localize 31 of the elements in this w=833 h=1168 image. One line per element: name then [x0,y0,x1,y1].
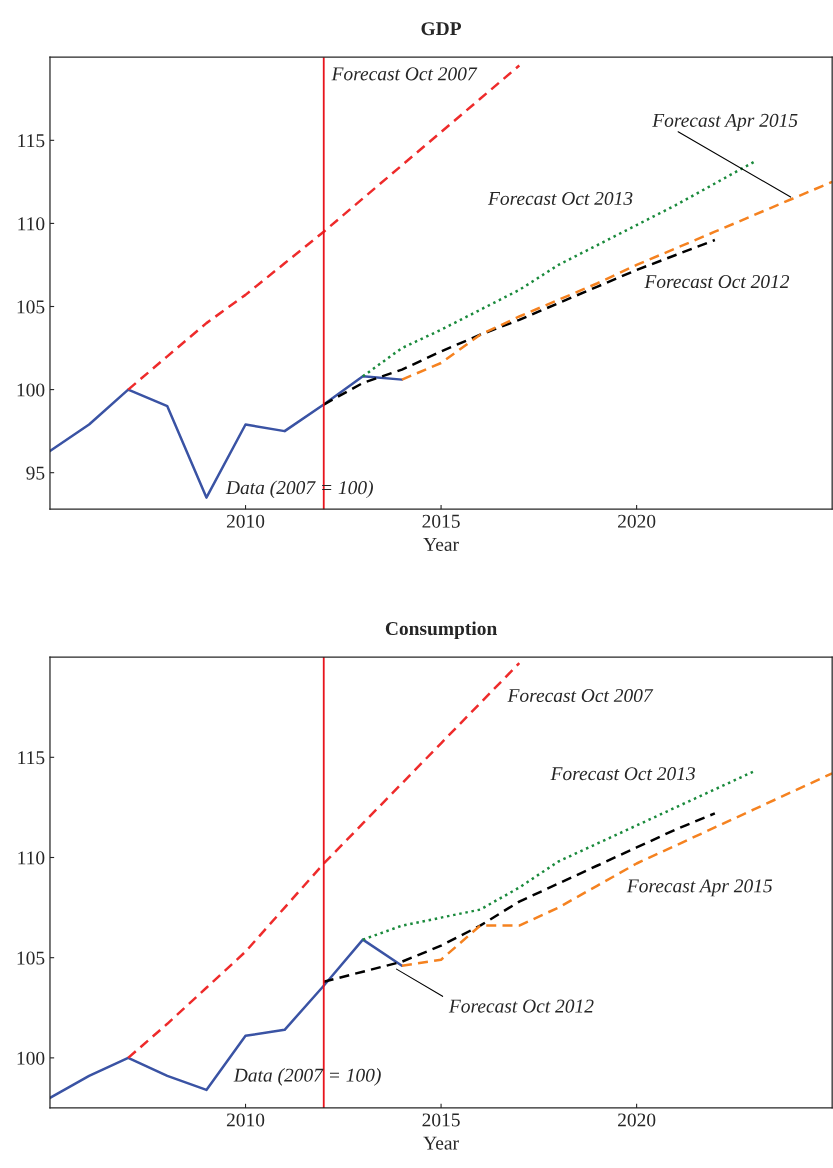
x-axis-title: Year [423,1136,459,1150]
chart-title: Consumption [385,621,497,640]
y-tick-label: 115 [18,751,45,765]
x-tick-label: 2010 [226,1113,265,1127]
chart-title: GDP [421,22,462,36]
line-series [49,375,404,499]
x-tick-label: 2020 [618,1113,656,1127]
text: Forecast Oct 2012 [448,999,594,1013]
y-tick-label: 105 [17,951,45,965]
y-tick-label: 110 [18,851,45,865]
series-label: Forecast Oct 2012 [644,274,790,289]
y-tick-label: 115 [18,134,45,148]
line-series [400,180,833,381]
series-label: Forecast Oct 2013 [550,767,695,781]
x-tick-label: 2020 [618,514,656,528]
y-tick-label: 95 [26,466,45,480]
line-series [322,238,717,406]
series-label: Forecast Oct 2007 [507,688,654,703]
y-tick-label: 100 [17,1051,45,1065]
series-label: Forecast Apr 2015 [626,879,773,897]
x-tick-label: 2010 [226,514,265,528]
y-tick-label: 100 [17,383,45,397]
text: Forecast Apr 2015 [652,113,798,131]
series-label: Forecast Oct 2013 [487,191,633,206]
x-tick-label: 2015 [422,514,460,528]
x-tick-label: 2015 [422,1113,460,1127]
x-axis-title: Year [423,538,459,551]
y-tick-label: 110 [18,217,45,231]
series-label: Forecast Oct 2007 [331,67,478,81]
y-tick-label: 105 [17,300,45,314]
line-series [49,938,404,1100]
